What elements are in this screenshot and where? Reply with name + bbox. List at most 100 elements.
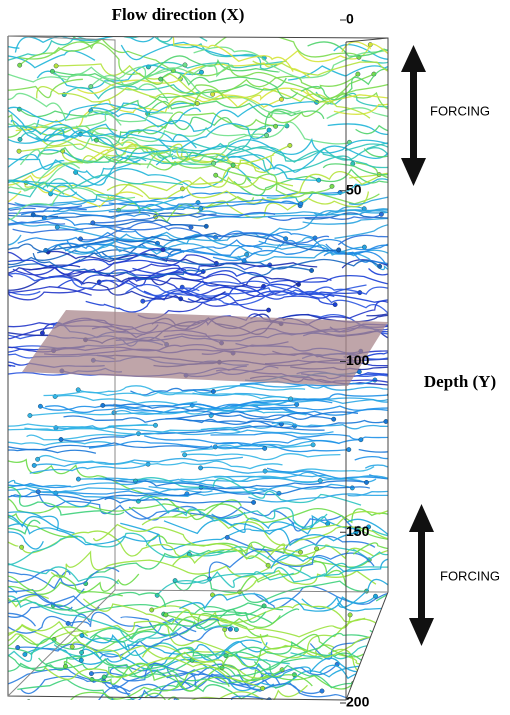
- seed-point: [465, 270, 469, 274]
- streamline: [0, 43, 95, 67]
- seed-point: [461, 74, 465, 78]
- seed-point: [251, 500, 255, 504]
- depth-tick-label: 100: [346, 352, 370, 368]
- seed-point: [438, 214, 442, 218]
- seed-point: [245, 252, 249, 256]
- seed-point: [150, 608, 154, 612]
- seed-point: [161, 248, 165, 252]
- seed-point: [311, 443, 315, 447]
- streamline: [185, 454, 341, 460]
- seed-point: [447, 493, 451, 497]
- seed-point: [76, 477, 80, 481]
- streamline: [193, 393, 442, 403]
- forcing-label: FORCING: [440, 568, 500, 583]
- streamline: [366, 306, 492, 320]
- streamline: [369, 257, 510, 276]
- seed-point: [476, 405, 480, 409]
- seed-point: [210, 92, 214, 96]
- streamline: [302, 483, 510, 530]
- streamline: [64, 416, 282, 424]
- streamline: [214, 31, 359, 57]
- seed-point: [182, 453, 186, 457]
- seed-point: [498, 142, 502, 146]
- seed-point: [91, 221, 95, 225]
- seed-point: [288, 143, 292, 147]
- seed-point: [468, 199, 472, 203]
- seed-point: [225, 535, 229, 539]
- seed-point: [494, 136, 498, 140]
- seed-point: [204, 224, 208, 228]
- seed-point: [378, 264, 382, 268]
- seed-point: [234, 627, 238, 631]
- seed-point: [79, 650, 83, 654]
- seed-point: [299, 202, 303, 206]
- seed-point: [455, 545, 459, 549]
- seed-point: [388, 397, 392, 401]
- seed-point: [398, 322, 402, 326]
- seed-point: [63, 664, 67, 668]
- forcing-arrow: [401, 45, 434, 646]
- seed-point: [214, 173, 218, 177]
- seed-point: [102, 675, 106, 679]
- seed-point: [266, 308, 270, 312]
- seed-point: [70, 645, 74, 649]
- seed-point: [173, 578, 177, 582]
- streamline: [359, 450, 510, 458]
- seed-point: [141, 299, 145, 303]
- seed-point: [490, 234, 494, 238]
- seed-point: [59, 437, 63, 441]
- seed-point: [174, 27, 178, 31]
- seed-point: [314, 547, 318, 551]
- streamline: [377, 633, 510, 662]
- seed-point: [469, 551, 473, 555]
- seed-point: [27, 700, 31, 704]
- seed-point: [451, 406, 455, 410]
- figure: Flow direction (X) Depth (Y) 05010015020…: [0, 0, 510, 715]
- seed-point: [231, 163, 235, 167]
- seed-point: [397, 349, 401, 353]
- streamline: [76, 685, 307, 715]
- seed-point: [17, 149, 21, 153]
- seed-point: [333, 302, 337, 306]
- seed-point: [332, 417, 336, 421]
- seed-point: [410, 333, 414, 337]
- streamline: [372, 530, 457, 553]
- streamline: [68, 612, 196, 631]
- streamline: [338, 235, 491, 244]
- seed-point: [387, 710, 391, 714]
- seed-point: [469, 233, 473, 237]
- seed-point: [373, 594, 377, 598]
- seed-point: [399, 44, 403, 48]
- seed-point: [430, 287, 434, 291]
- seed-point: [35, 457, 39, 461]
- streamline: [291, 639, 510, 659]
- seed-point: [261, 686, 265, 690]
- streamline: [362, 29, 510, 63]
- seed-point: [501, 655, 505, 659]
- seed-point: [262, 604, 266, 608]
- seed-point: [16, 645, 20, 649]
- seed-point: [396, 557, 400, 561]
- seed-point: [388, 314, 392, 318]
- seed-point: [470, 666, 474, 670]
- seed-point: [284, 237, 288, 241]
- seed-point: [379, 212, 383, 216]
- seed-point: [497, 328, 501, 332]
- depth-tick-label: 150: [346, 523, 370, 539]
- seed-point: [392, 71, 396, 75]
- seed-point: [263, 446, 267, 450]
- streamline: [88, 220, 206, 226]
- seed-point: [461, 86, 465, 90]
- streamline: [51, 549, 316, 578]
- seed-point: [347, 447, 351, 451]
- seed-point: [490, 318, 494, 322]
- seed-point: [429, 361, 433, 365]
- seed-point: [425, 214, 429, 218]
- streamline: [355, 452, 456, 460]
- seed-point: [78, 237, 82, 241]
- seed-point: [18, 137, 22, 141]
- streamline: [0, 79, 83, 105]
- seed-point: [404, 266, 408, 270]
- seed-point: [424, 257, 428, 261]
- seed-point: [50, 69, 54, 73]
